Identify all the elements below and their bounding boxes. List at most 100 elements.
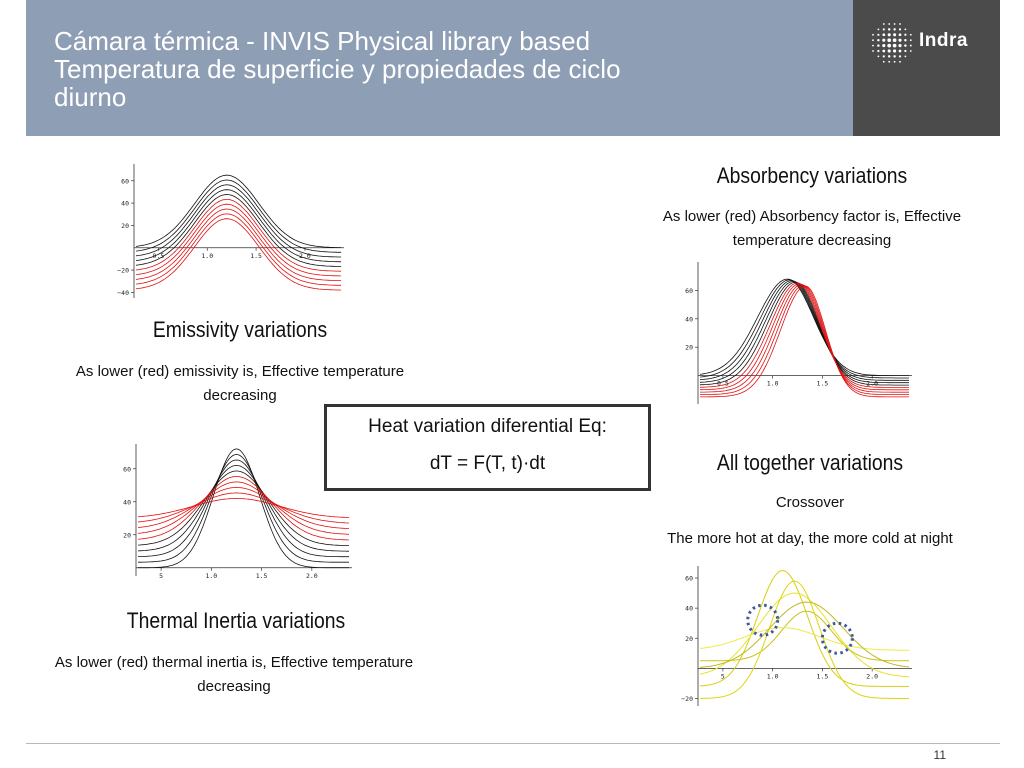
y-tick-label: −20 bbox=[117, 267, 129, 275]
y-tick-label: 60 bbox=[123, 465, 131, 473]
indra-logo: Indra bbox=[853, 0, 1000, 136]
x-tick-label: 0.5 bbox=[717, 380, 729, 388]
title-bar: Cámara térmica - INVIS Physical library … bbox=[26, 0, 853, 136]
logo-dot bbox=[904, 28, 907, 31]
x-tick-label: 1.5 bbox=[250, 252, 262, 260]
together-caption-line-2: The more hot at day, the more cold at ni… bbox=[667, 530, 953, 547]
logo-dot bbox=[872, 44, 874, 47]
emissivity-caption-line-2: decreasing bbox=[203, 387, 277, 404]
logo-dot bbox=[882, 44, 886, 48]
slide-title-line-2: Temperatura de superficie y propiedades … bbox=[54, 54, 621, 84]
absorbency-series-line bbox=[699, 281, 909, 386]
logo-dot bbox=[887, 43, 892, 48]
together-chart: 60 40 20 −20 5 1.0 1.5 2.0 bbox=[681, 566, 912, 706]
x-tick-label: 5 bbox=[159, 572, 163, 580]
emissivity-caption-line-1: As lower (red) emissivity is, Effective … bbox=[75, 363, 405, 380]
logo-dot bbox=[887, 49, 891, 53]
logo-dot bbox=[888, 23, 891, 25]
inertia-caption-line-1: As lower (red) thermal inertia is, Effec… bbox=[54, 654, 414, 671]
together-heading: All together variations bbox=[716, 450, 904, 475]
inertia-series-line bbox=[138, 448, 349, 569]
together-series-line bbox=[699, 601, 910, 668]
slide-title-line-1: Cámara térmica - INVIS Physical library … bbox=[54, 26, 591, 56]
logo-dot bbox=[882, 49, 886, 53]
inertia-series-line bbox=[137, 459, 349, 558]
y-tick-label: 20 bbox=[123, 531, 131, 539]
logo-dot bbox=[877, 38, 880, 42]
x-tick-label: 1.5 bbox=[817, 380, 829, 388]
slide-title-line-3: diurno bbox=[54, 82, 127, 112]
logo-dot bbox=[904, 44, 907, 47]
page-number: 11 bbox=[933, 748, 946, 762]
absorbency-series-line bbox=[700, 285, 909, 398]
x-tick-label: 5 bbox=[721, 672, 725, 680]
logo-dot bbox=[882, 33, 886, 37]
y-tick-label: 20 bbox=[685, 635, 693, 643]
absorbency-heading: Absorbency variations bbox=[716, 163, 908, 188]
together-series-line bbox=[700, 610, 909, 662]
logo-dot bbox=[904, 55, 907, 58]
absorbency-series-line bbox=[699, 280, 909, 381]
logo-dot bbox=[882, 60, 885, 63]
logo-dot bbox=[904, 49, 907, 53]
logo-dot bbox=[899, 60, 901, 63]
logo-dot bbox=[898, 49, 902, 53]
emissivity-series-line bbox=[135, 199, 342, 272]
x-tick-label: 1.0 bbox=[205, 572, 217, 580]
inertia-series-line bbox=[137, 486, 350, 529]
emissivity-series-line bbox=[135, 203, 342, 277]
logo-dot bbox=[898, 55, 902, 58]
emissivity-series-line bbox=[135, 179, 342, 253]
x-tick-label: 1.0 bbox=[201, 252, 213, 260]
x-tick-label: 2.0 bbox=[306, 572, 318, 580]
logo-dot bbox=[877, 28, 880, 31]
absorbency-series-line bbox=[700, 284, 909, 393]
logo-dot bbox=[877, 55, 880, 58]
x-tick-label: 0.5 bbox=[153, 252, 165, 260]
x-tick-label: 2.0 bbox=[299, 252, 311, 260]
emissivity-series-line bbox=[135, 194, 342, 267]
inertia-series-line bbox=[137, 497, 350, 518]
inertia-series-line bbox=[137, 492, 349, 524]
y-tick-label: 60 bbox=[685, 287, 693, 295]
x-tick-label: 1.5 bbox=[256, 572, 268, 580]
y-tick-label: 40 bbox=[121, 200, 129, 208]
logo-text: Indra bbox=[919, 30, 968, 51]
logo-dot bbox=[877, 33, 880, 36]
logo-dot bbox=[909, 50, 912, 52]
inertia-series-line bbox=[138, 453, 349, 563]
logo-dot bbox=[877, 44, 880, 47]
emissivity-heading: Emissivity variations bbox=[152, 317, 328, 342]
y-tick-label: 40 bbox=[123, 498, 131, 506]
equation-formula: dT = F(T, t)·dt bbox=[429, 453, 546, 474]
emissivity-series-line bbox=[135, 189, 342, 263]
absorbency-caption-line-2: temperature decreasing bbox=[732, 232, 892, 249]
together-caption: Crossover The more hot at day, the more … bbox=[640, 491, 980, 551]
y-tick-label: 60 bbox=[685, 575, 693, 583]
logo-dot bbox=[882, 23, 885, 25]
indra-dots-icon bbox=[872, 23, 912, 63]
y-tick-label: −40 bbox=[117, 289, 129, 297]
logo-dot bbox=[887, 28, 891, 31]
absorbency-series-line bbox=[699, 278, 909, 376]
emissivity-series-line bbox=[135, 184, 342, 258]
logo-dot bbox=[899, 23, 901, 25]
inertia-series-line bbox=[137, 464, 349, 552]
logo-dot bbox=[893, 60, 896, 63]
logo-dot bbox=[882, 55, 885, 58]
emissivity-caption: As lower (red) emissivity is, Effective … bbox=[30, 360, 450, 408]
logo-dot bbox=[892, 38, 897, 43]
x-tick-label: 2.0 bbox=[866, 380, 878, 388]
absorbency-series-line bbox=[699, 279, 909, 379]
emissivity-series-line bbox=[135, 213, 342, 286]
x-tick-label: 2.0 bbox=[866, 672, 878, 680]
together-series-line bbox=[699, 627, 909, 651]
logo-dot bbox=[909, 39, 912, 42]
logo-dot bbox=[892, 43, 897, 48]
logo-dot bbox=[898, 44, 902, 48]
y-tick-label: −20 bbox=[681, 695, 693, 703]
absorbency-caption-line-1: As lower (red) Absorbency factor is, Eff… bbox=[662, 208, 962, 225]
footer-divider bbox=[26, 743, 1000, 744]
logo-dot bbox=[898, 28, 902, 31]
logo-dot bbox=[893, 55, 896, 58]
